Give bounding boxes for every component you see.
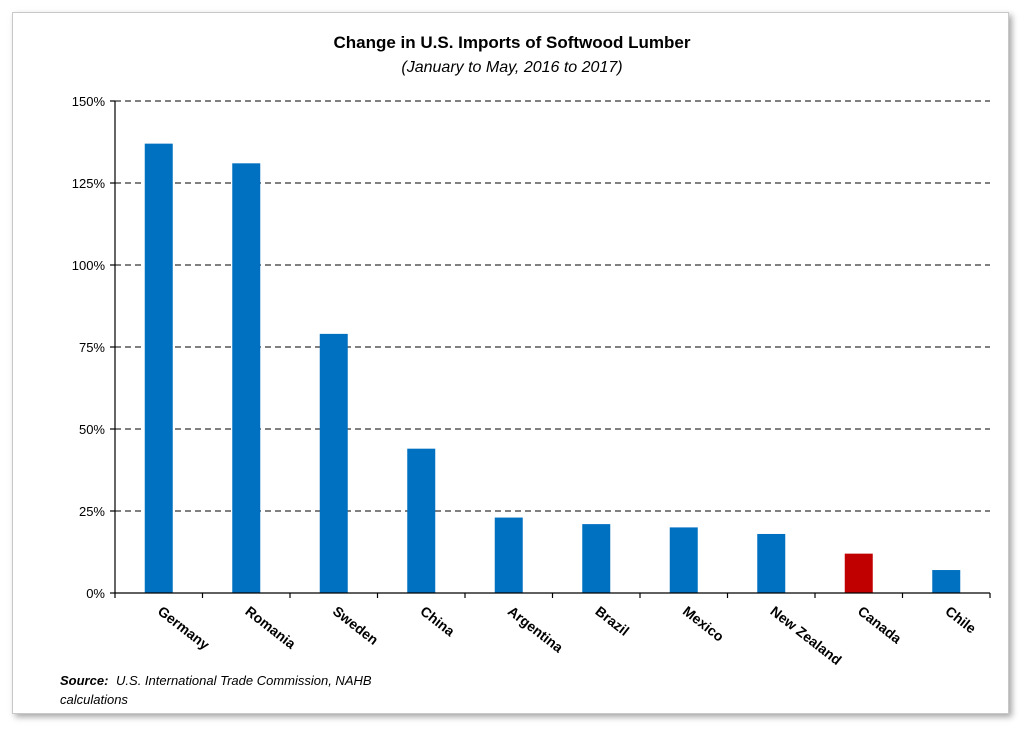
x-tick-label: China xyxy=(417,603,458,640)
x-tick-label: Sweden xyxy=(330,603,382,648)
x-tick-label: New Zealand xyxy=(767,603,844,668)
x-tick-label: Argentina xyxy=(505,603,567,656)
y-tick-label: 75% xyxy=(79,340,105,355)
bar-chile xyxy=(932,570,961,593)
x-tick-label: Mexico xyxy=(680,603,727,645)
bar-mexico xyxy=(669,527,698,593)
x-axis-ticks: Germany Romania Sweden China Argentina Brazil… xyxy=(155,603,979,668)
x-tick-label: Brazil xyxy=(592,603,632,639)
y-tick-label: 0% xyxy=(86,586,105,601)
y-tick-label: 25% xyxy=(79,504,105,519)
bar-brazil xyxy=(582,524,611,593)
x-tick-label: Romania xyxy=(242,603,299,652)
bar-sweden xyxy=(319,333,348,593)
source-text: U.S. International Trade Commission, NAH… xyxy=(116,673,372,688)
x-tick-label: Chile xyxy=(942,603,979,637)
source-text-line2: calculations xyxy=(60,692,128,707)
bar-china xyxy=(407,448,436,593)
y-tick-label: 50% xyxy=(79,422,105,437)
gridlines xyxy=(115,100,990,512)
y-axis-ticks: 0% 25% 50% 75% 100% 125% 150% xyxy=(72,94,106,601)
y-tick-label: 100% xyxy=(72,258,106,273)
chart-title: Change in U.S. Imports of Softwood Lumbe… xyxy=(334,33,691,52)
chart-frame xyxy=(12,12,1009,714)
bar-germany xyxy=(144,143,173,593)
x-tick-label: Germany xyxy=(155,603,213,653)
source-label: Source: xyxy=(60,673,108,688)
bar-canada xyxy=(844,553,873,593)
y-tick-label: 125% xyxy=(72,176,106,191)
y-tick-label: 150% xyxy=(72,94,106,109)
chart-subtitle: (January to May, 2016 to 2017) xyxy=(401,59,622,76)
bar-argentina xyxy=(494,517,523,593)
x-tick-label: Canada xyxy=(855,603,905,647)
axes xyxy=(110,100,991,598)
bar-romania xyxy=(232,163,261,593)
source-note: Source: U.S. International Trade Commiss… xyxy=(60,673,372,688)
bar-new-zealand xyxy=(757,533,786,593)
bars xyxy=(144,143,961,593)
